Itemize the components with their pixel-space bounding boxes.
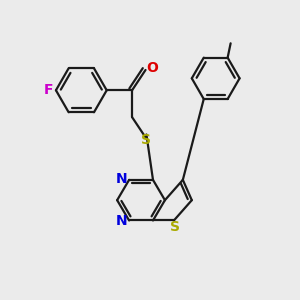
Text: S: S bbox=[170, 220, 180, 234]
Text: N: N bbox=[116, 172, 127, 186]
Text: N: N bbox=[116, 214, 127, 228]
Text: F: F bbox=[44, 83, 53, 97]
Text: S: S bbox=[141, 133, 152, 147]
Text: O: O bbox=[146, 61, 158, 76]
